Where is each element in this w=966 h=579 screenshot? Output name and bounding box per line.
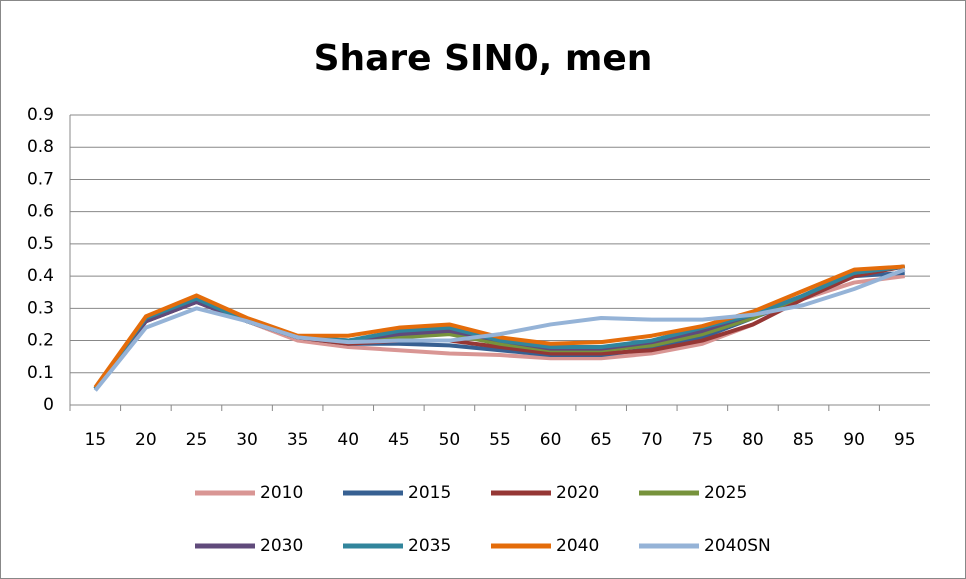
chart-title: Share SIN0, men (314, 38, 653, 79)
legend-label: 2040 (556, 536, 599, 556)
y-tick-label: 0.3 (27, 298, 54, 318)
series-line (93, 267, 906, 392)
series-line (93, 264, 905, 389)
x-tick-label: 65 (590, 430, 612, 450)
y-tick-label: 0.4 (27, 266, 54, 286)
x-tick-label: 30 (236, 430, 258, 450)
y-tick-label: 0.2 (27, 331, 54, 351)
x-tick-label: 80 (742, 430, 764, 450)
x-tick-label: 15 (84, 430, 106, 450)
x-tick-label: 95 (894, 430, 916, 450)
legend-label: 2010 (260, 483, 303, 503)
x-tick-label: 75 (692, 430, 714, 450)
x-tick-label: 35 (287, 430, 309, 450)
x-tick-label: 45 (388, 430, 410, 450)
legend-label: 2015 (408, 483, 451, 503)
legend-label: 2020 (556, 483, 599, 503)
x-tick-label: 90 (843, 430, 865, 450)
y-tick-label: 0.9 (27, 105, 54, 125)
x-tick-label: 60 (540, 430, 562, 450)
y-tick-label: 0.5 (27, 234, 54, 254)
y-tick-label: 0.1 (27, 363, 54, 383)
legend-label: 2025 (704, 483, 747, 503)
y-tick-label: 0 (43, 395, 54, 415)
y-tick-label: 0.6 (27, 202, 54, 222)
legend-label: 2030 (260, 536, 303, 556)
series-line (93, 264, 905, 391)
x-tick-label: 85 (793, 430, 815, 450)
x-tick-label: 55 (489, 430, 511, 450)
x-tick-label: 20 (135, 430, 157, 450)
x-tick-label: 25 (186, 430, 208, 450)
y-tick-label: 0.7 (27, 169, 54, 189)
legend-label: 2040SN (704, 536, 771, 556)
x-tick-label: 70 (641, 430, 663, 450)
y-tick-label: 0.8 (27, 137, 54, 157)
legend-label: 2035 (408, 536, 451, 556)
x-tick-label: 50 (439, 430, 461, 450)
x-tick-label: 40 (337, 430, 359, 450)
